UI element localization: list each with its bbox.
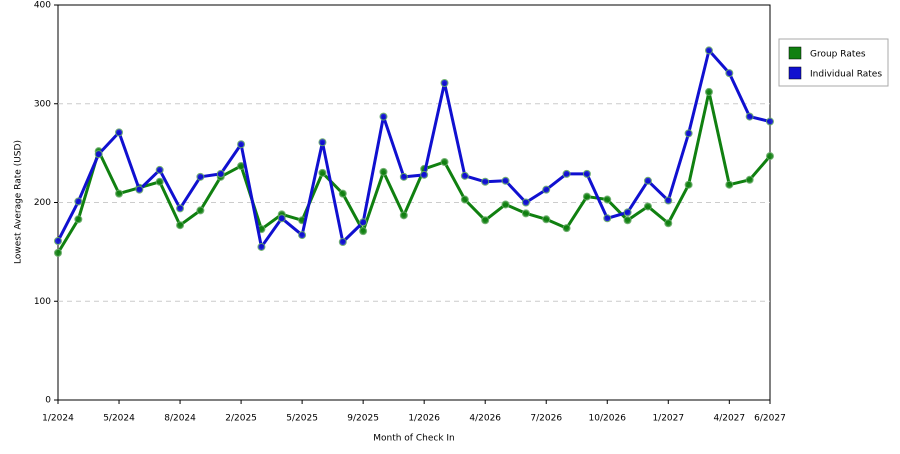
data-point — [94, 150, 103, 159]
x-tick-label: 4/2027 — [713, 414, 745, 424]
y-tick-label: 300 — [34, 99, 51, 109]
legend-label: Group Rates — [810, 50, 866, 60]
data-point — [440, 158, 449, 167]
x-tick-label: 9/2025 — [347, 414, 379, 424]
data-point — [664, 219, 673, 228]
data-point — [277, 214, 286, 223]
data-point — [399, 172, 408, 181]
data-point — [725, 180, 734, 189]
data-point — [542, 215, 551, 224]
x-tick-label: 1/2024 — [42, 414, 74, 424]
data-point — [399, 211, 408, 220]
data-point — [766, 152, 774, 161]
x-tick-label: 10/2026 — [589, 414, 627, 424]
data-point — [501, 176, 510, 185]
data-point — [684, 129, 693, 138]
data-point — [582, 169, 591, 178]
data-point — [318, 168, 327, 177]
data-point — [440, 79, 449, 88]
data-point — [74, 197, 83, 206]
data-point — [338, 238, 347, 246]
data-point — [501, 200, 510, 209]
x-tick-label: 1/2027 — [652, 414, 684, 424]
data-point — [460, 171, 469, 180]
x-tick-label: 4/2026 — [469, 414, 501, 424]
data-point — [460, 195, 469, 204]
data-point — [603, 195, 612, 204]
data-point — [562, 169, 571, 178]
y-tick-label: 400 — [34, 1, 51, 11]
data-point — [237, 140, 246, 149]
data-point — [135, 185, 144, 194]
y-tick-label: 100 — [34, 297, 51, 307]
legend-label: Individual Rates — [810, 70, 882, 80]
x-tick-label: 1/2026 — [408, 414, 440, 424]
data-point — [298, 231, 307, 240]
data-point — [766, 117, 774, 126]
data-point — [379, 112, 388, 121]
data-point — [176, 221, 185, 230]
x-tick-label: 6/2027 — [754, 414, 786, 424]
data-point — [481, 177, 490, 186]
data-point — [704, 87, 713, 96]
data-point — [257, 242, 266, 251]
data-point — [54, 248, 62, 257]
data-point — [338, 189, 347, 198]
data-point — [155, 177, 164, 186]
legend-swatch — [788, 66, 802, 80]
data-point — [481, 216, 490, 225]
x-tick-label: 2/2025 — [225, 414, 257, 424]
data-point — [379, 167, 388, 176]
legend-swatch — [788, 46, 802, 60]
data-point — [745, 112, 754, 121]
data-point — [704, 46, 713, 55]
data-point — [196, 206, 205, 215]
x-tick-label: 8/2024 — [164, 414, 196, 424]
data-point — [521, 209, 530, 218]
data-point — [176, 204, 185, 213]
data-point — [216, 169, 225, 178]
data-point — [643, 176, 652, 185]
x-tick-label: 5/2025 — [286, 414, 318, 424]
data-point — [725, 69, 734, 78]
data-point — [664, 196, 673, 205]
data-point — [155, 165, 164, 174]
data-point — [623, 216, 632, 225]
data-point — [562, 224, 571, 233]
y-tick-label: 200 — [34, 198, 51, 208]
data-point — [420, 170, 429, 179]
y-tick-label: 0 — [45, 396, 51, 406]
data-point — [745, 175, 754, 184]
x-tick-label: 7/2026 — [530, 414, 562, 424]
data-point — [643, 202, 652, 211]
data-point — [359, 218, 368, 227]
data-point — [542, 185, 551, 194]
data-point — [318, 138, 327, 147]
data-point — [521, 198, 530, 207]
series-line — [56, 48, 771, 249]
data-point — [74, 215, 83, 224]
data-point — [603, 214, 612, 223]
data-point — [115, 189, 124, 198]
series-line — [56, 90, 772, 254]
data-point — [115, 128, 124, 137]
y-axis-label: Lowest Average Rate (USD) — [14, 140, 24, 264]
data-point — [359, 227, 368, 236]
data-point — [684, 180, 693, 189]
data-point — [196, 172, 205, 181]
data-point — [582, 192, 591, 201]
x-axis-label: Month of Check In — [373, 434, 455, 444]
data-point — [623, 208, 632, 217]
data-point — [54, 237, 62, 246]
x-tick-label: 5/2024 — [103, 414, 135, 424]
